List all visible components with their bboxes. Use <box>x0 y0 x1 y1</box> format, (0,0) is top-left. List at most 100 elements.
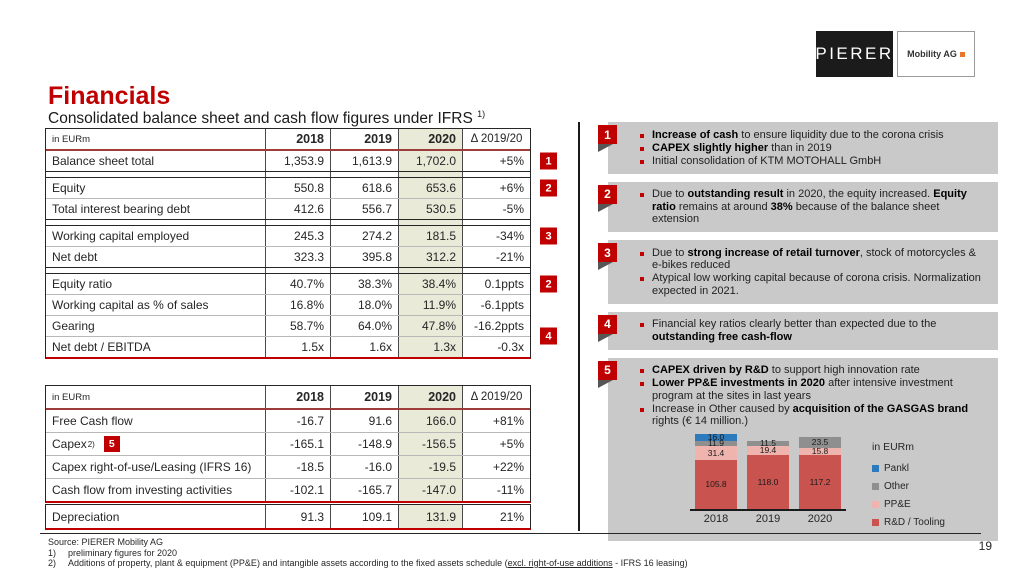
legend-label: PP&E <box>884 498 911 510</box>
legend-item: R&D / Tooling <box>872 517 945 528</box>
note-text: Financial key ratios clearly better than… <box>652 318 988 343</box>
note-marker-5: 5 <box>103 436 120 452</box>
cell-value: -5% <box>462 199 530 219</box>
page-number: 19 <box>978 539 992 553</box>
bar-value-label: 23.5 <box>811 437 829 447</box>
legend-item: Other <box>872 481 945 492</box>
text-segment: Financial key ratios clearly better than… <box>652 318 937 330</box>
spacer-cell <box>330 268 398 273</box>
bar-value-label: 11.5 <box>760 438 776 448</box>
note-marker-2: 2 <box>540 275 557 293</box>
cell-value: -148.9 <box>330 433 398 455</box>
text-segment: remains at around <box>675 200 771 213</box>
note-text: Initial consolidation of KTM MOTOHALL Gm… <box>652 155 881 168</box>
bullet-icon <box>640 369 644 373</box>
cell-value: 618.6 <box>330 178 398 198</box>
note-bullets: CAPEX driven by R&D to support high inno… <box>640 364 988 428</box>
cell-value: 47.8% <box>398 316 462 336</box>
note-marker-2: 2 <box>598 184 617 204</box>
text-segment: Atypical low working capital because of … <box>652 272 981 297</box>
mobility-ag-logo: Mobility AG <box>897 31 975 77</box>
text-segment: after intensive investment program at th… <box>652 377 953 402</box>
spacer-cell <box>46 220 265 225</box>
row-label-text: Equity ratio <box>52 277 113 291</box>
legend-title: in EURm <box>872 440 915 453</box>
cell-value: 181.5 <box>398 226 462 246</box>
fold-decoration-icon <box>598 203 613 212</box>
table-row: Equity ratio 40.7% 38.3% 38.4% 0.1ppts 2 <box>46 274 557 294</box>
note-marker-3: 3 <box>598 243 617 262</box>
bar-segment-r-d-tooling: 117.2 <box>799 454 841 509</box>
bar-value-label: 11.9 <box>708 438 724 448</box>
vertical-divider <box>578 122 580 531</box>
legend-label: Pankl <box>884 462 910 474</box>
cell-value: 312.2 <box>398 247 462 267</box>
fold-decoration-icon <box>598 144 613 152</box>
table-spacer-row <box>46 267 530 274</box>
row-label-text: Cash flow from investing activities <box>52 483 233 497</box>
table-header-row: in EURm 2018 2019 2020 Δ 2019/20 <box>46 129 530 151</box>
bar-value-label: 15.8 <box>811 446 829 456</box>
subtitle-footnote-ref: 1) <box>477 109 486 119</box>
table-spacer-row <box>46 219 530 226</box>
note-bullets: Increase of cash to ensure liquidity due… <box>640 129 988 168</box>
logo-secondary-text: Mobility AG <box>907 49 957 59</box>
cell-value: 556.7 <box>330 199 398 219</box>
legend-swatch-other <box>872 482 879 490</box>
note-bullet: Initial consolidation of KTM MOTOHALL Gm… <box>640 155 988 168</box>
cell-value: -16.7 <box>265 410 330 432</box>
cell-value: -16.0 <box>330 456 398 478</box>
cell-value: +81% <box>462 410 530 432</box>
cell-value: -165.1 <box>265 433 330 455</box>
column-header: 2019 <box>330 129 398 149</box>
note-text: Atypical low working capital because of … <box>652 272 988 297</box>
cell-value: 530.5 <box>398 199 462 219</box>
row-label-text: Free Cash flow <box>52 414 133 428</box>
bar-segment-other: 23.5 <box>799 436 841 448</box>
row-label: Working capital employed <box>46 226 265 246</box>
cell-value: 109.1 <box>330 505 398 528</box>
row-label: Net debt / EBITDA <box>46 337 265 357</box>
bullet-icon <box>640 382 644 386</box>
cell-value: 1.3x <box>398 337 462 357</box>
note-text: Due to outstanding result in 2020, the e… <box>652 188 988 226</box>
spacer-cell <box>330 172 398 177</box>
legend-swatch-r-d-tooling <box>872 518 879 526</box>
legend-item: Pankl <box>872 463 945 474</box>
cell-value: 412.6 <box>265 199 330 219</box>
text-segment: strong increase of retail turnover <box>687 246 860 259</box>
text-segment: Due to <box>652 246 688 259</box>
text-segment: Initial consolidation of KTM MOTOHALL Gm… <box>652 154 882 167</box>
table-spacer-row <box>46 171 530 178</box>
spacer-cell <box>462 220 530 225</box>
cell-value: 166.0 <box>398 410 462 432</box>
footnote-1-text: preliminary figures for 2020 <box>68 547 178 558</box>
table-row: Capex 2) 5 -165.1 -148.9 -156.5 +5% <box>46 432 530 455</box>
text-segment: rights (€ 14 million.) <box>652 415 748 427</box>
cell-value: -156.5 <box>398 433 462 455</box>
chart-legend: in EURm Pankl Other PP&E R&D / Tooling <box>872 441 945 535</box>
note-text: Due to strong increase of retail turnove… <box>652 247 988 272</box>
column-header: 2019 <box>330 386 398 408</box>
legend-label: R&D / Tooling <box>884 516 945 528</box>
row-label-text: Total interest bearing debt <box>52 202 191 216</box>
spacer-cell <box>265 172 330 177</box>
logo: PIERER Mobility AG <box>815 31 975 77</box>
row-label: Equity <box>46 178 265 198</box>
text-segment: to ensure liquidity due to the corona cr… <box>738 128 944 141</box>
legend-swatch-pp-e <box>872 500 879 508</box>
text-segment: Due to <box>652 188 688 200</box>
note-marker-1: 1 <box>598 125 617 144</box>
text-segment: Lower PP&E investments in 2020 <box>652 377 826 389</box>
text-segment: than in 2019 <box>768 141 832 154</box>
text-segment: outstanding free cash-flow <box>652 330 792 343</box>
note-bullet: Increase in Other caused by acquisition … <box>640 403 988 428</box>
cell-value: +5% <box>462 433 530 455</box>
note-marker-4: 4 <box>540 327 557 345</box>
row-label: Capex 2) 5 <box>46 433 265 455</box>
note-bullet: CAPEX slightly higher than in 2019 <box>640 142 988 155</box>
bar-value-label: 31.4 <box>707 447 725 458</box>
cell-value: -16.2ppts <box>462 316 530 336</box>
chart-bars: 105.8 31.4 11.9 16.0 118.0 19.4 11.5 117.2 15.8 2… <box>690 433 846 511</box>
